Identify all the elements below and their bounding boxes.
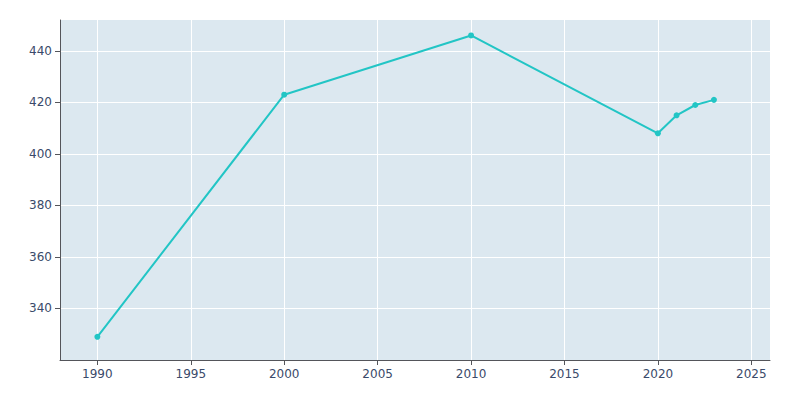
svg-text:2000: 2000	[269, 367, 300, 381]
svg-text:2020: 2020	[643, 367, 674, 381]
svg-text:420: 420	[29, 95, 52, 109]
svg-text:2005: 2005	[362, 367, 393, 381]
svg-text:1995: 1995	[176, 367, 207, 381]
svg-text:1990: 1990	[82, 367, 113, 381]
svg-text:440: 440	[29, 44, 52, 58]
svg-text:2015: 2015	[549, 367, 580, 381]
svg-text:360: 360	[29, 250, 52, 264]
svg-text:2010: 2010	[456, 367, 487, 381]
svg-text:400: 400	[29, 147, 52, 161]
svg-text:340: 340	[29, 301, 52, 315]
svg-text:2025: 2025	[736, 367, 767, 381]
svg-text:380: 380	[29, 198, 52, 212]
